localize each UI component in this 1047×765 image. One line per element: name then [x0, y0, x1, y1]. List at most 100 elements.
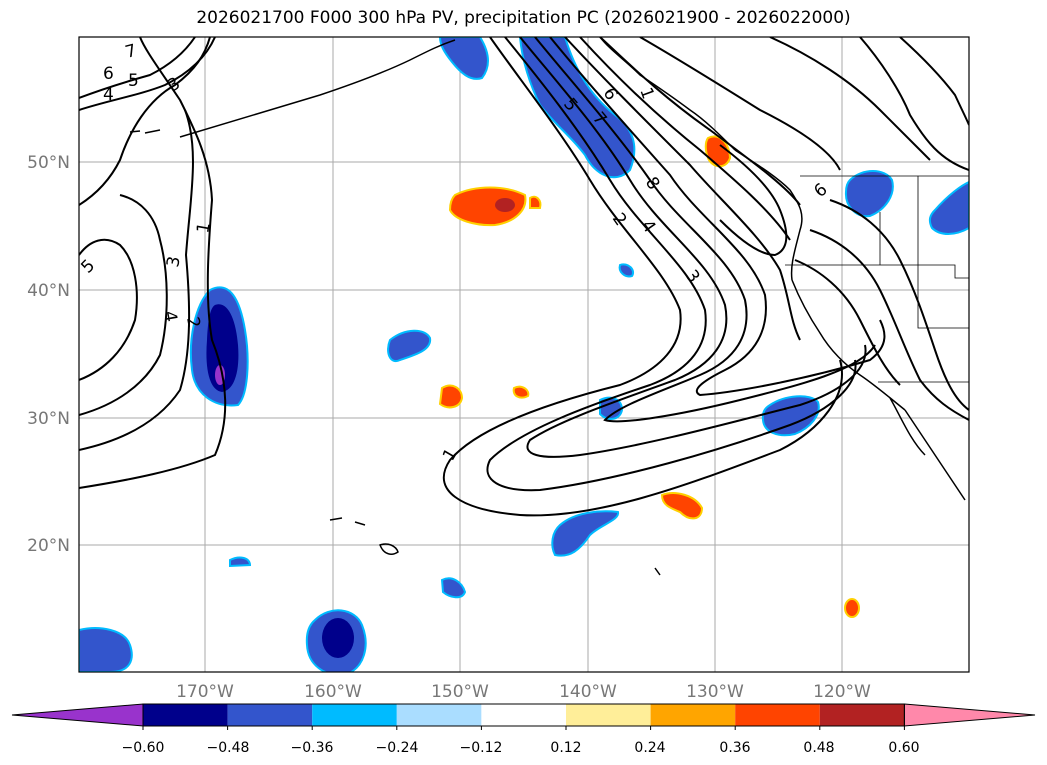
contour-ridge-4 [639, 37, 841, 171]
colorbar-tick-label: −0.48 [207, 740, 250, 756]
coast-alaska-peninsula [179, 39, 456, 138]
lat-label: 40°N [27, 281, 70, 301]
contour-west-2 [79, 109, 194, 451]
precip-blob-hawaii-east [440, 577, 467, 599]
colorbar [11, 703, 1036, 730]
contour-west-4 [79, 238, 138, 381]
contour-ne-3 [769, 37, 931, 161]
contour-east-1 [829, 199, 969, 411]
precip-blob-sw-corner [79, 627, 133, 672]
contour-east-2 [809, 229, 969, 421]
plot-frame [78, 36, 970, 673]
borders [785, 175, 969, 383]
lat-label: 20°N [27, 536, 70, 556]
contour-label: 5 [128, 71, 139, 91]
contour-label: 6 [599, 85, 622, 104]
precip-pos-central [438, 384, 464, 409]
colorbar-ticks: −0.60 −0.48 −0.36 −0.24 −0.12 0.12 0.24 … [122, 740, 920, 756]
lon-label: 120°W [813, 682, 871, 702]
contour-ridge-1 [564, 37, 801, 341]
contour-east-3 [794, 259, 901, 386]
colorbar-tick-label: 0.60 [888, 740, 919, 756]
lon-labels: 170°W 160°W 150°W 140°W 130°W 120°W [176, 682, 871, 702]
contour-label: 2 [182, 315, 204, 329]
contour-trough-3 [519, 37, 867, 458]
lon-label: 140°W [559, 682, 617, 702]
contour-label: 6 [103, 64, 114, 84]
precip-blob-east-pac-small [599, 396, 624, 420]
colorbar-segment [819, 704, 905, 726]
contour-coast [719, 144, 788, 257]
coast-guadalupe [654, 567, 661, 576]
precip-blob-pnw-inland [844, 170, 894, 218]
precip-pos-core-mid-north [495, 198, 515, 212]
colorbar-segment [396, 704, 482, 726]
colorbar-segment [143, 704, 228, 726]
contour-label: 5 [77, 256, 99, 278]
contour-ridge-3 [599, 37, 801, 206]
colorbar-extend-max [903, 703, 1036, 727]
contour-trough-4 [534, 37, 876, 423]
colorbar-extend-min [11, 703, 144, 727]
colorbar-segment [650, 704, 736, 726]
colorbar-tick-label: 0.48 [803, 740, 834, 756]
contour-label: 8 [641, 173, 664, 193]
coast-california [791, 279, 906, 411]
contour-label: 1 [635, 85, 657, 102]
contour-label: 3 [163, 255, 185, 269]
precip-pos-small-3 [529, 195, 542, 209]
coastlines [129, 37, 966, 576]
precip-pos-mid-north [448, 186, 527, 227]
coast-hawaii [329, 517, 399, 555]
contour-north-1 [79, 37, 196, 99]
precip-blob-tiny-2 [229, 556, 252, 568]
precip-blob-aleutian [438, 37, 489, 80]
lon-label: 130°W [686, 682, 744, 702]
contour-ne-1 [859, 37, 969, 171]
coast-aleutians [129, 129, 161, 134]
lon-label: 150°W [431, 682, 489, 702]
precip-blob-tiny-1 [618, 263, 634, 278]
contour-label: 1 [439, 445, 462, 464]
precip-negative [79, 37, 969, 672]
precip-pos-small-1 [512, 385, 530, 399]
contour-ne-2 [899, 37, 969, 126]
colorbar-tick-label: −0.36 [291, 740, 334, 756]
precip-blob-rockies [928, 180, 969, 235]
colorbar-outline [142, 703, 905, 727]
colorbar-tick-label: −0.24 [376, 740, 419, 756]
contour-label: 6 [810, 180, 831, 202]
contour-label: 4 [103, 85, 114, 105]
contour-west-1 [79, 37, 227, 489]
colorbar-tick-label: 0.36 [719, 740, 750, 756]
contour-label: 4 [159, 309, 181, 323]
contour-trough-2 [486, 37, 857, 492]
contour-label: 3 [165, 74, 184, 97]
contour-west-3 [79, 194, 168, 416]
colorbar-segment [735, 704, 820, 726]
lat-label: 30°N [27, 409, 70, 429]
colorbar-segment [312, 704, 397, 726]
coast-baja [889, 397, 966, 501]
lon-label: 170°W [176, 682, 234, 702]
contour-label: 7 [123, 41, 139, 63]
lon-label: 160°W [304, 682, 362, 702]
colorbar-tick-label: −0.12 [460, 740, 503, 756]
precip-blob-subtropic [551, 510, 620, 557]
contour-north-2 [79, 37, 216, 111]
contour-trough-1 [443, 37, 843, 517]
contour-trough-5 [549, 37, 886, 397]
colorbar-segment [566, 704, 651, 726]
precip-pos-small-2 [844, 598, 860, 618]
lat-label: 50°N [27, 153, 70, 173]
map-title: 2026021700 F000 300 hPa PV, precipitatio… [196, 8, 851, 28]
contour-label: 1 [193, 221, 215, 235]
pv-contours [79, 37, 969, 517]
colorbar-tick-label: 0.12 [550, 740, 581, 756]
colorbar-segment [481, 704, 566, 726]
precip-core-south-hawaii [322, 618, 354, 658]
contour-ridge-2 [579, 37, 791, 241]
precip-core-nw-pacific [206, 304, 239, 392]
colorbar-tick-label: −0.60 [122, 740, 165, 756]
